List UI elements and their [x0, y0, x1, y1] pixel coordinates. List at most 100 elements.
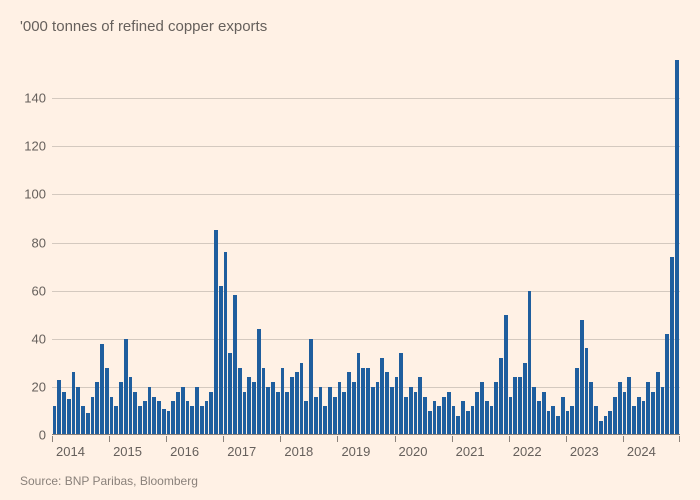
bar [243, 392, 247, 435]
bar [95, 382, 99, 435]
bar [105, 368, 109, 435]
bar [219, 286, 223, 435]
bar [148, 387, 152, 435]
bar [646, 382, 650, 435]
bar [224, 252, 228, 435]
bar [319, 387, 323, 435]
bar [181, 387, 185, 435]
bar [323, 406, 327, 435]
bar [114, 406, 118, 435]
bar [604, 416, 608, 435]
bar [551, 406, 555, 435]
bar [589, 382, 593, 435]
bar [314, 397, 318, 436]
x-tick [280, 436, 281, 442]
bar [575, 368, 579, 435]
bar [490, 406, 494, 435]
bar [418, 377, 422, 435]
bar [205, 401, 209, 435]
bar [570, 406, 574, 435]
bar [532, 387, 536, 435]
bar [618, 382, 622, 435]
bar [110, 397, 114, 436]
bar [81, 406, 85, 435]
bar [361, 368, 365, 435]
plot-area [52, 50, 680, 435]
bar [390, 387, 394, 435]
bar [585, 348, 589, 435]
x-tick [337, 436, 338, 442]
bar [200, 406, 204, 435]
bar [309, 339, 313, 435]
bar [371, 387, 375, 435]
bar [186, 401, 190, 435]
bar [599, 421, 603, 435]
bar [157, 401, 161, 435]
bar [485, 401, 489, 435]
bar [675, 60, 679, 435]
x-tick [52, 436, 53, 442]
y-tick-label: 80 [6, 235, 46, 250]
x-tick [223, 436, 224, 442]
bar [442, 397, 446, 436]
bar [399, 353, 403, 435]
bar [637, 397, 641, 436]
bar [86, 413, 90, 435]
bar [257, 329, 261, 435]
bar [651, 392, 655, 435]
bar [252, 382, 256, 435]
bar [656, 372, 660, 435]
y-tick-label: 20 [6, 379, 46, 394]
bar [661, 387, 665, 435]
bar [404, 397, 408, 436]
x-tick [566, 436, 567, 442]
bar [119, 382, 123, 435]
y-tick-label: 40 [6, 331, 46, 346]
bar [53, 406, 57, 435]
bar [195, 387, 199, 435]
bar [233, 295, 237, 435]
bar [338, 382, 342, 435]
bar [281, 368, 285, 435]
bar [376, 382, 380, 435]
bar [475, 392, 479, 435]
bar [271, 382, 275, 435]
bar [627, 377, 631, 435]
bar [357, 353, 361, 435]
y-tick-label: 60 [6, 283, 46, 298]
bar [509, 397, 513, 436]
bar [523, 363, 527, 435]
bar [143, 401, 147, 435]
bar [385, 372, 389, 435]
bar [642, 401, 646, 435]
bar [304, 401, 308, 435]
bar [437, 406, 441, 435]
bar [395, 377, 399, 435]
source-text: Source: BNP Paribas, Bloomberg [20, 474, 198, 488]
x-tick-label: 2022 [513, 444, 542, 459]
bar [333, 397, 337, 436]
x-tick [109, 436, 110, 442]
bar [547, 411, 551, 435]
bar [238, 368, 242, 435]
bar [62, 392, 66, 435]
bar [594, 406, 598, 435]
bar [428, 411, 432, 435]
bar [209, 392, 213, 435]
bar [266, 387, 270, 435]
bar [133, 392, 137, 435]
y-tick-label: 120 [6, 139, 46, 154]
x-tick [452, 436, 453, 442]
x-tick-label: 2018 [284, 444, 313, 459]
y-tick-label: 140 [6, 91, 46, 106]
chart-container: '000 tonnes of refined copper exports 02… [0, 0, 700, 500]
bar [480, 382, 484, 435]
bar [228, 353, 232, 435]
y-tick-label: 100 [6, 187, 46, 202]
bar [171, 401, 175, 435]
bar [461, 401, 465, 435]
x-tick [623, 436, 624, 442]
x-tick [166, 436, 167, 442]
bar [414, 392, 418, 435]
bar [447, 392, 451, 435]
